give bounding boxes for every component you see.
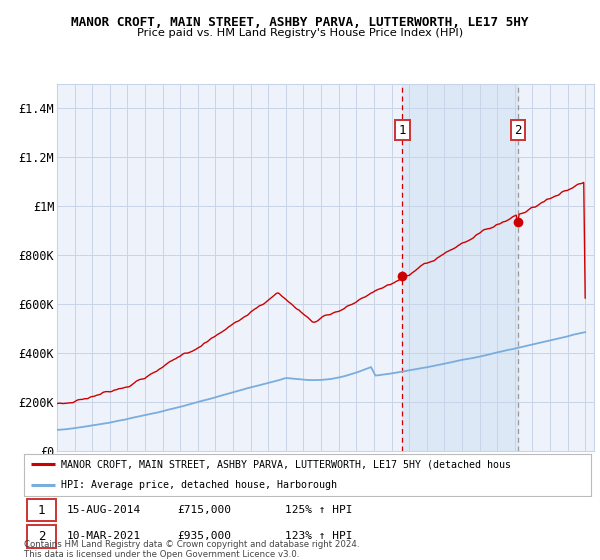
Bar bbox=[403, 84, 518, 451]
Text: 15-AUG-2014: 15-AUG-2014 bbox=[67, 505, 141, 515]
Text: 1: 1 bbox=[398, 124, 406, 137]
Text: 1: 1 bbox=[38, 503, 46, 517]
Text: MANOR CROFT, MAIN STREET, ASHBY PARVA, LUTTERWORTH, LE17 5HY (detached hous: MANOR CROFT, MAIN STREET, ASHBY PARVA, L… bbox=[61, 459, 511, 469]
Text: £715,000: £715,000 bbox=[177, 505, 231, 515]
FancyBboxPatch shape bbox=[27, 525, 56, 548]
Text: Price paid vs. HM Land Registry's House Price Index (HPI): Price paid vs. HM Land Registry's House … bbox=[137, 28, 463, 38]
Text: £935,000: £935,000 bbox=[177, 531, 231, 542]
Text: 2: 2 bbox=[514, 124, 522, 137]
Text: HPI: Average price, detached house, Harborough: HPI: Average price, detached house, Harb… bbox=[61, 480, 337, 490]
Text: MANOR CROFT, MAIN STREET, ASHBY PARVA, LUTTERWORTH, LE17 5HY: MANOR CROFT, MAIN STREET, ASHBY PARVA, L… bbox=[71, 16, 529, 29]
Text: 10-MAR-2021: 10-MAR-2021 bbox=[67, 531, 141, 542]
Text: 125% ↑ HPI: 125% ↑ HPI bbox=[285, 505, 352, 515]
Text: 123% ↑ HPI: 123% ↑ HPI bbox=[285, 531, 352, 542]
FancyBboxPatch shape bbox=[27, 499, 56, 521]
Text: 2: 2 bbox=[38, 530, 46, 543]
Text: Contains HM Land Registry data © Crown copyright and database right 2024.
This d: Contains HM Land Registry data © Crown c… bbox=[24, 540, 359, 559]
